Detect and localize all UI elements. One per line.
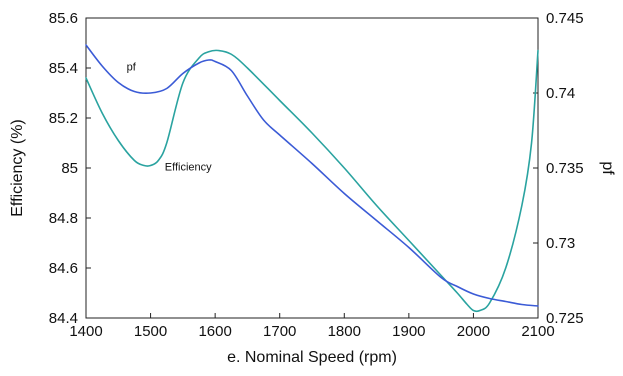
left-y-tick-label: 84.4 <box>49 310 78 327</box>
left-y-tick-label: 84.6 <box>49 260 78 277</box>
right-y-tick-label: 0.735 <box>546 160 584 177</box>
left-y-tick-label: 85.4 <box>49 60 78 77</box>
x-tick-label: 1600 <box>198 323 231 340</box>
x-tick-label: 1800 <box>328 323 361 340</box>
right-y-axis-title: pf <box>599 161 616 175</box>
left-y-tick-label: 85.2 <box>49 110 78 127</box>
plot-frame <box>85 17 539 319</box>
right-y-tick-label: 0.74 <box>546 85 575 102</box>
x-tick-label: 2100 <box>521 323 554 340</box>
pf-annotation: pf <box>127 62 137 74</box>
left-y-tick-label: 85.6 <box>49 10 78 27</box>
x-tick-label: 1400 <box>69 323 102 340</box>
x-tick-label: 1700 <box>263 323 296 340</box>
right-y-tick-label: 0.73 <box>546 235 575 252</box>
pf-series-line <box>85 44 539 307</box>
annotation-layer: pf Efficiency <box>127 62 213 174</box>
x-axis-title: e. Nominal Speed (rpm) <box>227 349 397 366</box>
series-layer <box>85 44 539 313</box>
right-y-tick-label: 0.725 <box>546 310 584 327</box>
right-y-tick-label: 0.745 <box>546 10 584 27</box>
left-y-axis-title: Efficiency (%) <box>9 119 26 217</box>
x-tick-label: 2000 <box>457 323 490 340</box>
x-tick-label: 1500 <box>134 323 167 340</box>
left-y-tick-label: 84.8 <box>49 210 78 227</box>
left-y-tick-label: 85 <box>61 160 78 177</box>
x-tick-label: 1900 <box>392 323 425 340</box>
right-y-axis-ticks: 0.725 0.73 0.735 0.74 0.745 <box>533 10 584 327</box>
left-y-axis-ticks: 84.4 84.6 84.8 85 85.2 85.4 85.6 <box>49 10 91 327</box>
efficiency-annotation: Efficiency <box>165 162 212 174</box>
x-axis-ticks: 1400 1500 1600 1700 1800 1900 2000 2100 <box>69 313 555 340</box>
efficiency-series-line <box>85 49 539 313</box>
